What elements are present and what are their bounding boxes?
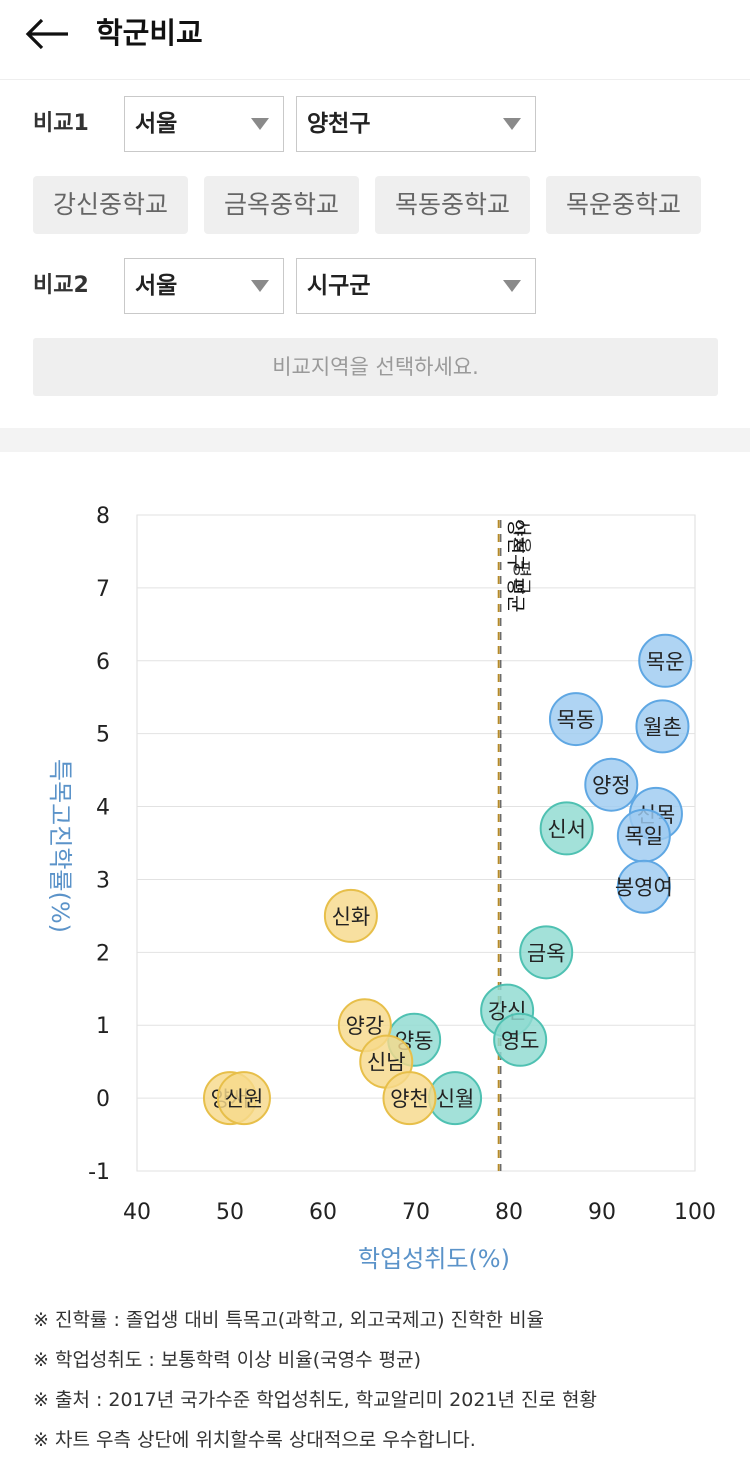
data-point-label: 금옥 — [527, 941, 566, 965]
data-point-label: 신화 — [332, 905, 371, 929]
data-point — [539, 801, 594, 856]
compare2-label: 비교2 — [33, 273, 89, 298]
compare1-district-value: 양천구 — [307, 111, 371, 137]
data-point — [584, 757, 639, 812]
footnotes: ※ 진학률 : 졸업생 대비 특목고(과학고, 외고국제고) 진학한 비율 ※ … — [33, 1300, 733, 1460]
data-point — [323, 888, 378, 943]
caret-down-icon — [251, 280, 269, 292]
compare2-school-placeholder: 비교지역을 선택하세요. — [33, 338, 718, 396]
back-button[interactable] — [22, 14, 74, 54]
data-point-label: 목운 — [646, 650, 685, 674]
compare1-district-select[interactable]: 양천구 — [296, 96, 536, 152]
data-point-label: 봉영여 — [615, 876, 673, 900]
data-point — [635, 699, 690, 754]
y-tick-label: 4 — [96, 796, 110, 821]
reference-line-label: 양천구 평균 — [505, 519, 527, 612]
compare1-city-value: 서울 — [135, 111, 178, 137]
caret-down-icon — [503, 118, 521, 130]
compare2-city-value: 서울 — [135, 273, 178, 299]
data-point-label: 목동 — [557, 708, 596, 732]
data-point — [382, 1071, 437, 1126]
y-tick-label: -1 — [88, 1160, 110, 1185]
x-axis-title: 학업성취도(%) — [358, 1245, 510, 1273]
data-point-label: 신서 — [547, 817, 586, 841]
x-tick-label: 70 — [402, 1200, 430, 1225]
compare2-district-select[interactable]: 시구군 — [296, 258, 536, 314]
y-tick-label: 2 — [96, 941, 110, 966]
section-divider — [0, 428, 750, 452]
data-point-label: 신월 — [436, 1087, 475, 1111]
data-point — [216, 1071, 271, 1126]
data-point-label: 월촌 — [643, 715, 682, 739]
data-point — [493, 1012, 548, 1067]
data-point-label: 목일 — [625, 825, 664, 849]
x-tick-label: 50 — [216, 1200, 244, 1225]
footnote: ※ 출처 : 2017년 국가수준 학업성취도, 학교알리미 2021년 진로 … — [33, 1389, 597, 1411]
y-tick-label: 6 — [96, 650, 110, 675]
x-tick-label: 40 — [123, 1200, 151, 1225]
school-chip[interactable]: 목운중학교 — [546, 176, 702, 234]
y-tick-label: 0 — [96, 1087, 110, 1112]
x-tick-label: 100 — [674, 1200, 716, 1225]
data-point — [616, 859, 671, 914]
y-tick-label: 1 — [96, 1014, 110, 1039]
x-tick-label: 60 — [309, 1200, 337, 1225]
school-chip[interactable]: 목동중학교 — [375, 176, 531, 234]
y-tick-label: 8 — [96, 504, 110, 529]
school-chip-strip[interactable]: 강신중학교 금옥중학교 목동중학교 목운중학교 — [33, 176, 718, 234]
footnote: ※ 학업성취도 : 보통학력 이상 비율(국영수 평균) — [33, 1349, 422, 1371]
page-title: 학군비교 — [96, 16, 203, 50]
compare2-district-value: 시구군 — [307, 273, 371, 299]
caret-down-icon — [503, 280, 521, 292]
school-chip[interactable]: 금옥중학교 — [204, 176, 360, 234]
arrow-left-icon — [25, 18, 68, 50]
data-point-label: 양강 — [346, 1014, 385, 1038]
reference-line-label: 서울 평균 — [511, 519, 533, 595]
data-point-label: 신원 — [225, 1087, 264, 1111]
y-tick-label: 5 — [96, 723, 110, 748]
y-tick-label: 7 — [96, 577, 110, 602]
compare2-city-select[interactable]: 서울 — [124, 258, 284, 314]
data-point — [519, 925, 574, 980]
footnote: ※ 차트 우측 상단에 위치할수록 상대적으로 우수합니다. — [33, 1429, 476, 1451]
data-point — [548, 692, 603, 747]
x-tick-label: 90 — [588, 1200, 616, 1225]
footnote: ※ 진학률 : 졸업생 대비 특목고(과학고, 외고국제고) 진학한 비율 — [33, 1309, 545, 1331]
compare1-label: 비교1 — [33, 111, 89, 136]
data-point-label: 영도 — [501, 1029, 540, 1053]
data-point-label: 신남 — [367, 1051, 406, 1075]
data-point — [638, 633, 693, 688]
data-point-label: 양천 — [390, 1087, 429, 1111]
x-tick-label: 80 — [495, 1200, 523, 1225]
app-bar: 학군비교 — [0, 0, 750, 80]
school-chip[interactable]: 강신중학교 — [33, 176, 189, 234]
data-point-label: 양정 — [592, 774, 631, 798]
compare1-city-select[interactable]: 서울 — [124, 96, 284, 152]
caret-down-icon — [251, 118, 269, 130]
y-tick-label: 3 — [96, 868, 110, 893]
y-axis-title: 특목고진학률(%) — [46, 759, 74, 933]
